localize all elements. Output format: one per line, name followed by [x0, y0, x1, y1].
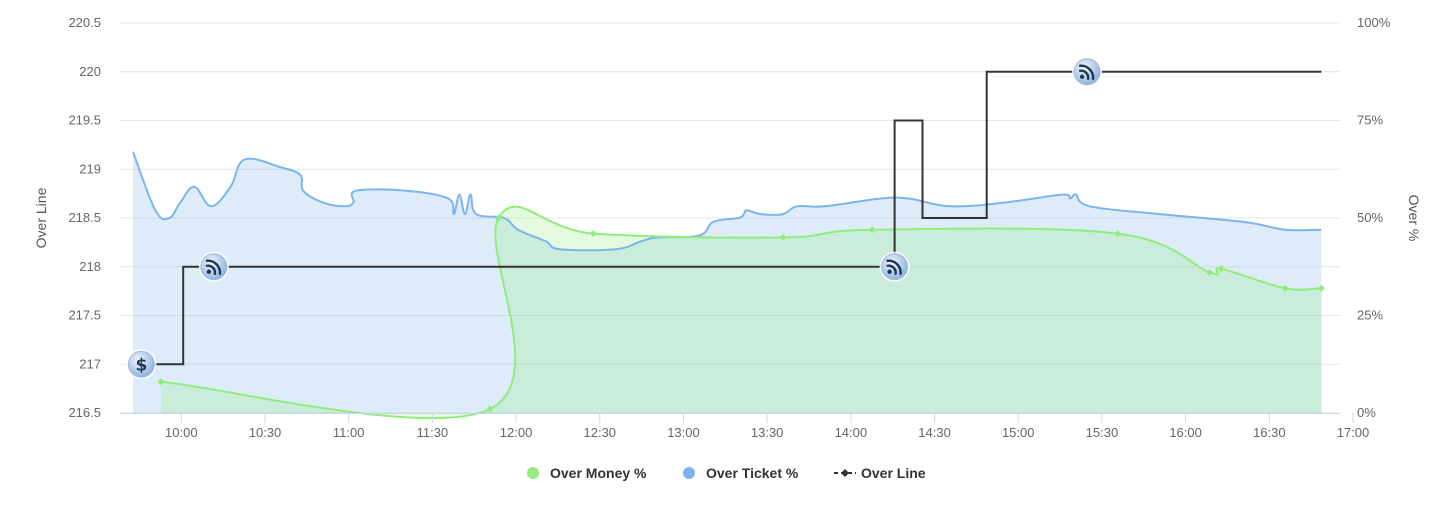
wifi-feed-icon[interactable] [879, 251, 910, 282]
legend: Over Money % Over Ticket % Over Line [527, 465, 926, 481]
right-tick-label: 25% [1357, 308, 1383, 323]
x-tick-label: 15:30 [1086, 425, 1119, 440]
x-tick-label: 12:00 [500, 425, 533, 440]
left-axis-title: Over Line [33, 187, 49, 248]
over-money-point[interactable] [157, 378, 165, 386]
x-tick-label: 13:00 [667, 425, 700, 440]
over-money-point[interactable] [1281, 284, 1289, 292]
right-tick-label: 50% [1357, 210, 1383, 225]
line-series [132, 70, 1322, 420]
over-money-point[interactable] [868, 226, 876, 234]
x-tick-label: 14:00 [835, 425, 868, 440]
over-money-point[interactable] [779, 234, 787, 241]
x-tick-label: 17:00 [1337, 425, 1370, 440]
x-tick-label: 14:30 [918, 425, 951, 440]
legend-label: Over Money % [550, 465, 647, 481]
legend-item-over-line[interactable]: Over Line [834, 465, 926, 481]
x-tick-label: 12:30 [584, 425, 617, 440]
x-tick-label: 11:30 [417, 425, 449, 440]
right-axis-title: Over % [1406, 195, 1422, 242]
wifi-feed-icon[interactable] [1072, 56, 1103, 87]
legend-label: Over Ticket % [706, 465, 799, 481]
right-tick-label: 100% [1357, 15, 1391, 30]
over-money-point[interactable] [486, 405, 494, 413]
legend-item-over-ticket[interactable]: Over Ticket % [683, 465, 799, 481]
left-tick-label: 216.5 [68, 405, 101, 420]
right-tick-label: 75% [1357, 113, 1383, 128]
left-tick-label: 219.5 [68, 113, 101, 128]
dollar-icon[interactable]: $ [126, 349, 157, 380]
over-money-point[interactable] [1206, 269, 1214, 277]
x-tick-label: 16:00 [1169, 425, 1202, 440]
x-tick-label: 16:30 [1253, 425, 1286, 440]
left-tick-label: 220.5 [68, 15, 101, 30]
left-tick-label: 218 [79, 259, 101, 274]
x-tick-label: 13:30 [751, 425, 784, 440]
over-ticket-area [133, 151, 1322, 413]
over-ticket-line [132, 151, 1322, 252]
axes: 216.5 217 217.5 218 218.5 219 219.5 220 220.5 0% 2… [68, 15, 1390, 440]
wifi-feed-icon[interactable] [198, 251, 229, 282]
legend-item-over-money[interactable]: Over Money % [527, 465, 647, 481]
over-money-point[interactable] [589, 230, 597, 238]
over-money-point[interactable] [1317, 284, 1325, 292]
area-series [133, 151, 1322, 419]
over-money-point[interactable] [1114, 230, 1122, 238]
over-money-area [160, 206, 1322, 419]
svg-text:$: $ [135, 355, 147, 375]
x-tick-label: 10:00 [165, 425, 198, 440]
left-tick-label: 217.5 [68, 308, 101, 323]
legend-label: Over Line [861, 465, 926, 481]
x-tick-label: 15:00 [1002, 425, 1035, 440]
over-money-line [160, 205, 1322, 420]
left-tick-label: 217 [79, 356, 101, 371]
left-tick-label: 218.5 [68, 210, 101, 225]
over-money-point[interactable] [494, 214, 502, 222]
legend-swatch [683, 467, 695, 479]
right-tick-label: 0% [1357, 405, 1376, 420]
point-markers [157, 214, 1325, 413]
over-money-point[interactable] [1217, 265, 1225, 273]
legend-swatch [527, 467, 539, 479]
x-tick-label: 10:30 [249, 425, 282, 440]
over-line-step [135, 70, 1322, 366]
left-tick-label: 220 [79, 64, 101, 79]
left-tick-label: 219 [79, 161, 101, 176]
x-tick-label: 11:00 [333, 425, 365, 440]
event-icons[interactable]: $ [126, 56, 1103, 380]
